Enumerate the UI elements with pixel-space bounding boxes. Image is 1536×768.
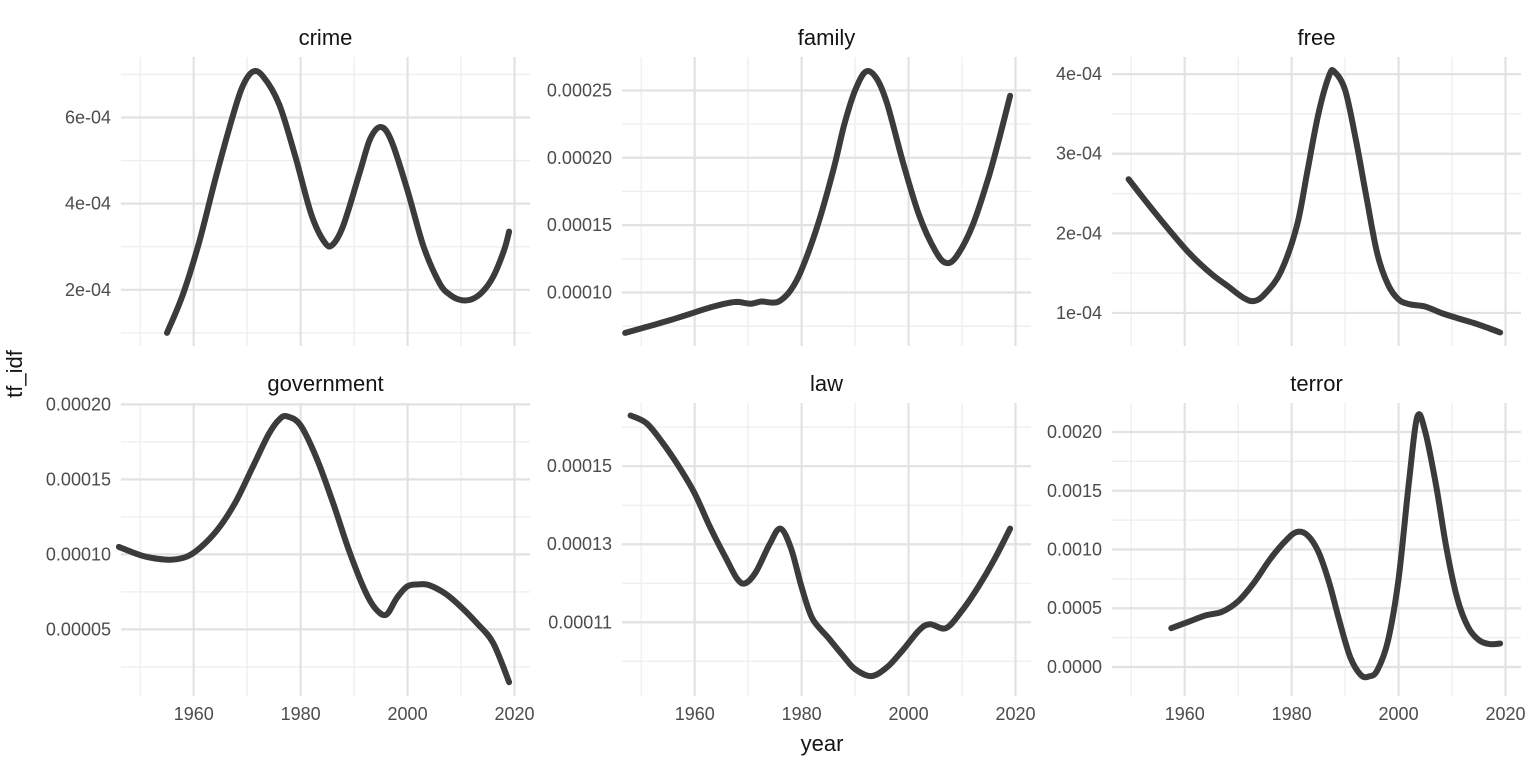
facet-title: terror	[1290, 371, 1343, 396]
facet-law: law 0.00011 0.00013 0.00015 1960 1980 2000 2020	[547, 371, 1036, 724]
y-tick-label: 0.00013	[547, 534, 612, 554]
y-tick-label: 4e-04	[1056, 64, 1102, 84]
facet-family: family 0.00010 0.00015 0.00020 0.00025	[547, 25, 1031, 346]
x-tick-label: 2020	[494, 704, 534, 724]
facet-title: law	[810, 371, 843, 396]
y-tick-label: 0.00015	[547, 456, 612, 476]
x-tick-label: 1960	[675, 704, 715, 724]
y-tick-label: 0.0015	[1047, 481, 1102, 501]
x-tick-label: 2000	[388, 704, 428, 724]
y-tick-label: 1e-04	[1056, 303, 1102, 323]
facet-title: family	[798, 25, 855, 50]
y-tick-label: 4e-04	[65, 194, 111, 214]
facet-title: government	[267, 371, 383, 396]
line-series-law	[627, 412, 1014, 680]
facet-title: crime	[299, 25, 353, 50]
x-tick-label: 2000	[889, 704, 929, 724]
y-tick-label: 0.0005	[1047, 598, 1102, 618]
y-tick-label: 0.00020	[46, 394, 111, 414]
y-tick-label: 3e-04	[1056, 144, 1102, 164]
y-tick-label: 0.00010	[46, 544, 111, 564]
line-series-government	[115, 413, 513, 686]
line-series-crime	[164, 68, 513, 336]
x-tick-label: 2020	[1485, 704, 1525, 724]
facet-title: free	[1298, 25, 1336, 50]
facet-free: free 1e-04 2e-04 3e-04 4e-04	[1056, 25, 1521, 346]
y-tick-label: 6e-04	[65, 108, 111, 128]
y-tick-label: 0.0020	[1047, 422, 1102, 442]
y-tick-label: 0.00015	[547, 215, 612, 235]
y-tick-label: 0.00005	[46, 619, 111, 639]
y-tick-label: 0.00015	[46, 469, 111, 489]
x-tick-label: 1960	[1165, 704, 1205, 724]
y-tick-label: 2e-04	[65, 280, 111, 300]
y-tick-label: 2e-04	[1056, 223, 1102, 243]
line-series-family	[622, 68, 1014, 336]
x-tick-label: 1980	[1272, 704, 1312, 724]
y-tick-label: 0.00025	[547, 80, 612, 100]
x-tick-label: 2000	[1379, 704, 1419, 724]
facet-panels: crime 2e-04 4e-04 6e-04 family 0.00010 0.00015…	[46, 25, 1526, 724]
x-tick-label: 1960	[174, 704, 214, 724]
y-axis-title: tf_idf	[2, 349, 27, 398]
facet-terror: terror 0.0000 0.0005 0.0010 0.0015 0.0020 1960…	[1047, 371, 1526, 724]
y-tick-label: 0.00010	[547, 283, 612, 303]
x-tick-label: 2020	[995, 704, 1035, 724]
y-tick-label: 0.00020	[547, 148, 612, 168]
line-series-free	[1125, 67, 1504, 336]
x-tick-label: 1980	[281, 704, 321, 724]
y-tick-label: 0.0000	[1047, 657, 1102, 677]
y-tick-label: 0.0010	[1047, 540, 1102, 560]
x-tick-label: 1980	[782, 704, 822, 724]
x-axis-title: year	[801, 731, 844, 756]
facet-crime: crime 2e-04 4e-04 6e-04	[65, 25, 530, 346]
line-series-terror	[1168, 411, 1504, 681]
facet-government: government 0.00005 0.00010 0.00015 0.00020 19…	[46, 371, 535, 724]
y-tick-label: 0.00011	[548, 612, 612, 632]
